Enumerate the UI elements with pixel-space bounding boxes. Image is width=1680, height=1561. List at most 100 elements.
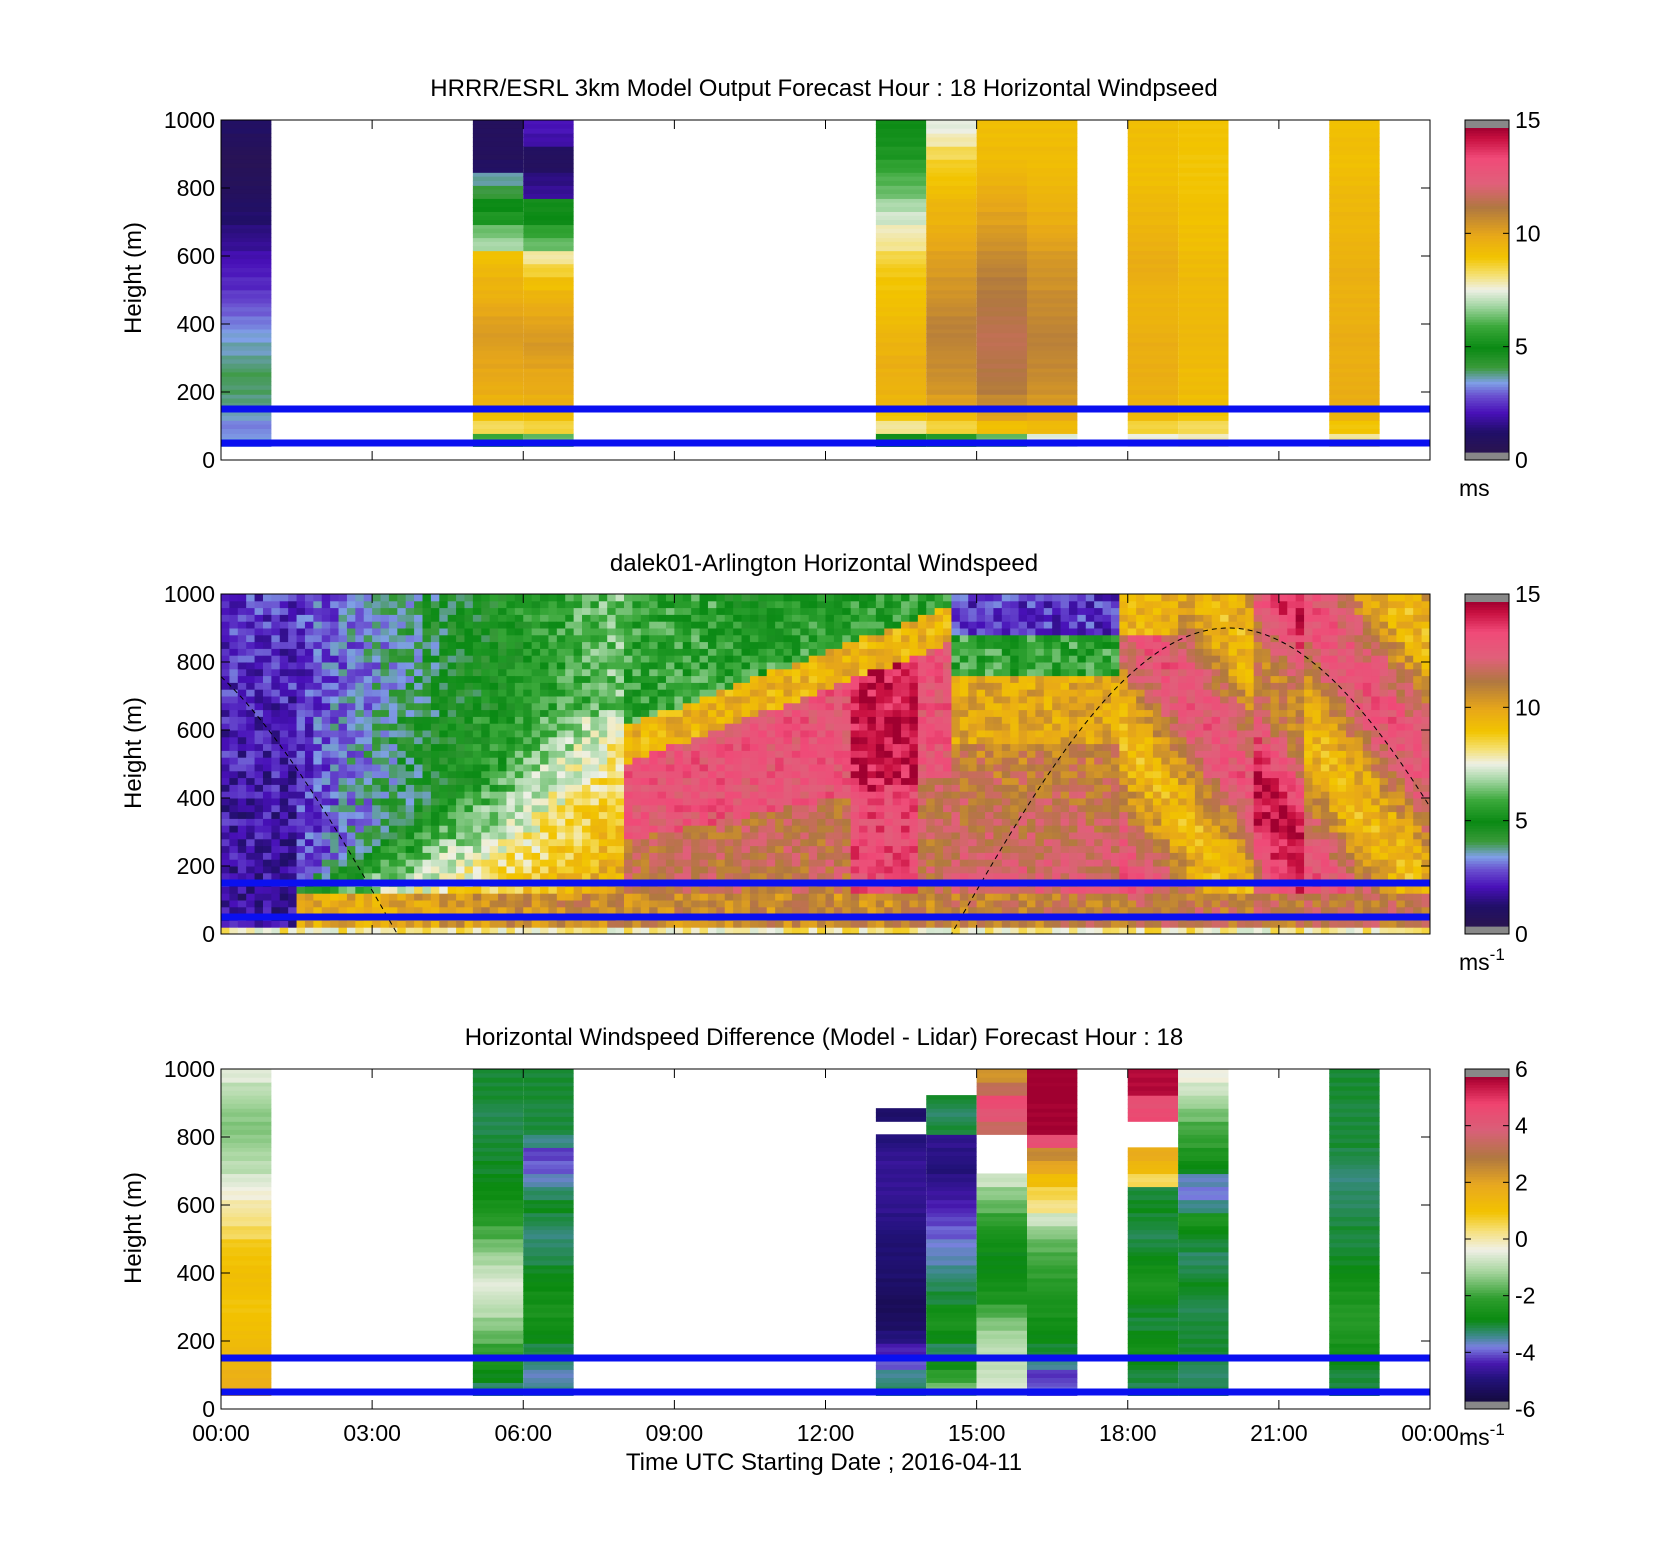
heatmap-cell	[892, 607, 902, 615]
heatmap-cell	[590, 825, 600, 833]
heatmap-cell	[573, 600, 583, 609]
heatmap-cell	[464, 607, 474, 615]
heatmap-cell	[262, 730, 272, 738]
heatmap-cell	[724, 872, 734, 881]
heatmap-cell	[388, 621, 398, 629]
heatmap-cell	[565, 675, 575, 683]
heatmap-cell	[414, 689, 423, 697]
heatmap-cell	[514, 845, 524, 853]
heatmap-cell	[598, 784, 608, 792]
heatmap-cell	[456, 859, 465, 867]
heatmap-cell	[556, 764, 566, 772]
heatmap-cell	[330, 736, 340, 745]
colorbar-segment	[1465, 300, 1509, 305]
heatmap-cell	[565, 859, 575, 867]
heatmap-cell	[304, 628, 314, 636]
heatmap-cell	[691, 621, 701, 629]
heatmap-cell	[850, 764, 860, 772]
heatmap-cell	[498, 818, 507, 826]
heatmap-cell	[724, 818, 734, 826]
heatmap-cell	[1329, 333, 1380, 339]
heatmap-cell	[531, 641, 541, 649]
heatmap-cell	[540, 709, 549, 717]
heatmap-cell	[304, 634, 314, 643]
heatmap-cell	[1178, 128, 1229, 134]
heatmap-cell	[338, 866, 348, 874]
heatmap-cell	[741, 607, 751, 615]
heatmap-cell	[1178, 276, 1229, 282]
heatmap-cell	[540, 716, 549, 724]
heatmap-cell	[514, 811, 524, 819]
heatmap-cell	[724, 682, 734, 690]
heatmap-cell	[590, 675, 600, 683]
heatmap-cell	[598, 668, 608, 677]
heatmap-cell	[875, 302, 927, 308]
heatmap-cell	[304, 764, 314, 772]
heatmap-cell	[388, 634, 398, 643]
heatmap-cell	[531, 825, 541, 833]
heatmap-cell	[926, 394, 977, 400]
heatmap-cell	[775, 804, 785, 813]
heatmap-cell	[489, 628, 499, 636]
heatmap-cell	[506, 743, 516, 751]
heatmap-cell	[875, 368, 927, 374]
heatmap-cell	[405, 689, 415, 697]
heatmap-cell	[791, 804, 801, 813]
heatmap-cell	[523, 298, 574, 304]
heatmap-cell	[1027, 237, 1078, 243]
heatmap-cell	[262, 906, 272, 915]
heatmap-cell	[447, 798, 457, 806]
heatmap-cell	[573, 832, 583, 840]
heatmap-cell	[640, 886, 650, 894]
heatmap-cell	[338, 770, 348, 779]
heatmap-cell	[817, 696, 826, 704]
heatmap-cell	[699, 845, 709, 853]
heatmap-cell	[766, 777, 776, 785]
heatmap-cell	[582, 594, 591, 602]
heatmap-cell	[523, 825, 533, 833]
heatmap-cell	[665, 866, 675, 874]
heatmap-cell	[523, 838, 533, 847]
heatmap-cell	[875, 641, 885, 649]
heatmap-cell	[624, 920, 633, 928]
heatmap-cell	[447, 750, 457, 758]
heatmap-cell	[590, 770, 600, 779]
heatmap-cell	[540, 825, 549, 833]
heatmap-cell	[523, 750, 533, 758]
heatmap-cell	[498, 709, 507, 717]
heatmap-cell	[279, 675, 289, 683]
heatmap-cell	[573, 770, 583, 779]
heatmap-cell	[607, 628, 617, 636]
heatmap-cell	[791, 893, 801, 901]
heatmap-cell	[1178, 424, 1229, 430]
heatmap-cell	[707, 668, 717, 677]
heatmap-cell	[791, 607, 801, 615]
heatmap-cell	[346, 825, 356, 833]
heatmap-cell	[607, 852, 617, 860]
heatmap-cell	[1178, 337, 1229, 343]
heatmap-cell	[565, 791, 575, 799]
heatmap-cell	[707, 689, 717, 697]
heatmap-cell	[472, 784, 482, 792]
heatmap-cell	[447, 668, 457, 677]
heatmap-cell	[875, 433, 927, 439]
heatmap-cell	[665, 702, 675, 711]
heatmap-cell	[548, 655, 558, 663]
heatmap-cell	[766, 668, 776, 677]
heatmap-cell	[607, 784, 617, 792]
heatmap-cell	[548, 777, 558, 785]
heatmap-cell	[741, 872, 751, 881]
heatmap-cell	[1178, 263, 1229, 269]
heatmap-cell	[724, 798, 734, 806]
heatmap-cell	[766, 927, 776, 935]
heatmap-cell	[624, 607, 633, 615]
heatmap-cell	[1329, 420, 1380, 426]
heatmap-cell	[523, 723, 533, 731]
heatmap-cell	[288, 866, 298, 874]
heatmap-cell	[1127, 302, 1179, 308]
heatmap-cell	[640, 628, 650, 636]
heatmap-cell	[229, 709, 239, 717]
heatmap-cell	[607, 811, 617, 819]
heatmap-cell	[430, 906, 440, 915]
heatmap-cell	[775, 770, 785, 779]
